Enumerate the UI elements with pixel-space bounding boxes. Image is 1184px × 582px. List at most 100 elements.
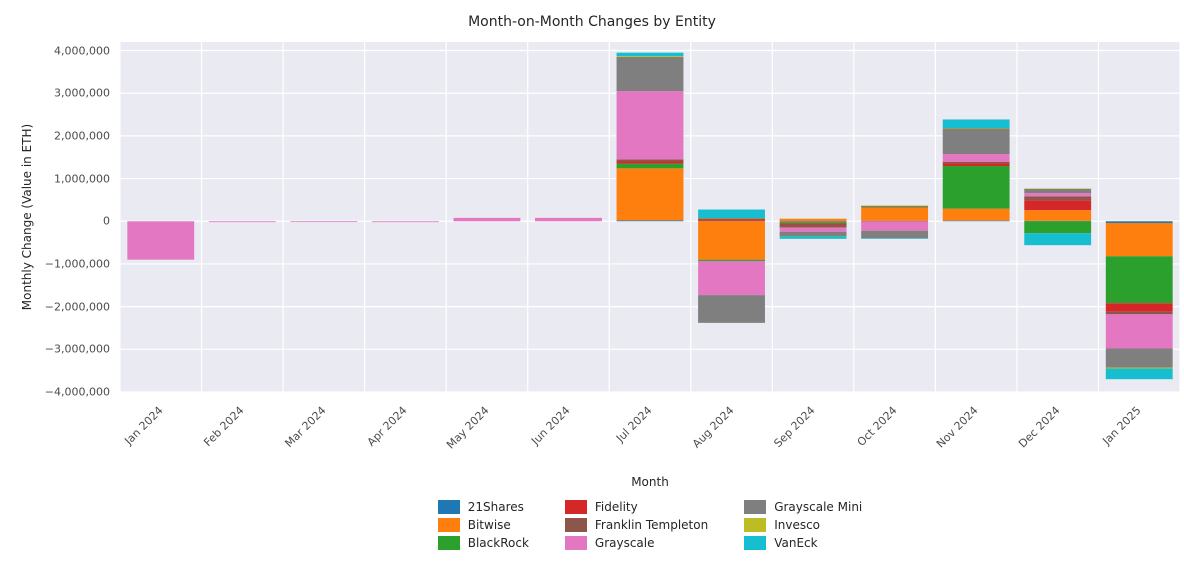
legend-item: Grayscale: [565, 536, 708, 550]
y-tick-label: 3,000,000: [0, 87, 110, 100]
x-tick-label: Oct 2024: [854, 404, 899, 449]
x-tick-label: Nov 2024: [934, 404, 981, 451]
bar-segment: [1024, 197, 1091, 201]
legend-item: 21Shares: [438, 500, 529, 514]
bar-segment: [1024, 193, 1091, 196]
legend-swatch: [565, 500, 587, 514]
bar-segment: [780, 221, 847, 222]
bar-segment: [617, 53, 684, 56]
bar-segment: [127, 221, 194, 259]
legend-swatch: [438, 518, 460, 532]
x-axis-label: Month: [120, 475, 1180, 489]
x-tick-label: Apr 2024: [365, 404, 410, 449]
bar-segment: [1024, 210, 1091, 221]
bar-segment: [290, 221, 357, 222]
bar-segment: [617, 168, 684, 220]
bar-segment: [943, 166, 1010, 209]
legend-label: Bitwise: [468, 518, 511, 532]
legend-swatch: [565, 536, 587, 550]
legend-label: Grayscale: [595, 536, 655, 550]
x-tick-label: Mar 2024: [282, 404, 328, 450]
bar-segment: [943, 128, 1010, 129]
bar-segment: [698, 295, 765, 323]
x-tick-label: Jan 2024: [122, 404, 165, 447]
bar-segment: [1024, 233, 1091, 245]
bar-segment: [861, 221, 928, 230]
bar-segment: [617, 159, 684, 161]
bar-segment: [780, 232, 847, 236]
x-tick-label: Sep 2024: [772, 404, 818, 450]
bar-segment: [943, 154, 1010, 162]
bar-segment: [1106, 221, 1173, 223]
x-tick-label: Dec 2024: [1016, 404, 1063, 451]
y-tick-label: 2,000,000: [0, 129, 110, 142]
bar-segment: [535, 218, 602, 221]
legend-swatch: [744, 518, 766, 532]
bar-segment: [1024, 189, 1091, 193]
chart-title: Month-on-Month Changes by Entity: [0, 14, 1184, 30]
bar-segment: [698, 210, 765, 219]
legend-label: 21Shares: [468, 500, 524, 514]
legend-item: Grayscale Mini: [744, 500, 862, 514]
bar-segment: [617, 57, 684, 91]
y-tick-label: −3,000,000: [0, 343, 110, 356]
bar-segment: [943, 163, 1010, 166]
bar-segment: [861, 238, 928, 239]
bar-segment: [780, 219, 847, 222]
plot-area: [120, 42, 1180, 392]
bar-segment: [1024, 221, 1091, 222]
bar-segment: [780, 227, 847, 231]
bar-segment: [780, 236, 847, 239]
y-tick-label: −2,000,000: [0, 300, 110, 313]
bar-segment: [1106, 368, 1173, 369]
bar-segment: [617, 220, 684, 221]
bar-segment: [698, 220, 765, 221]
bar-segment: [698, 221, 765, 259]
legend-item: Fidelity: [565, 500, 708, 514]
bar-segment: [453, 218, 520, 221]
bar-segment: [1106, 256, 1173, 303]
bar-segment: [1106, 303, 1173, 312]
bar-segment: [617, 56, 684, 57]
legend-swatch: [744, 536, 766, 550]
bar-segment: [943, 119, 1010, 128]
bar-segment: [943, 221, 1010, 222]
y-tick-label: −1,000,000: [0, 257, 110, 270]
legend: 21SharesBitwiseBlackRockFidelityFranklin…: [120, 500, 1180, 550]
bar-segment: [698, 260, 765, 261]
x-tick-label: Aug 2024: [689, 404, 736, 451]
x-tick-label: Jul 2024: [614, 404, 655, 445]
bar-segment: [209, 221, 276, 222]
bar-segment: [698, 261, 765, 295]
bar-segment: [617, 91, 684, 159]
legend-label: Fidelity: [595, 500, 638, 514]
bar-segment: [943, 128, 1010, 154]
bar-segment: [1024, 188, 1091, 189]
bar-segment: [861, 207, 928, 208]
x-tick-label: May 2024: [444, 404, 492, 452]
bar-segment: [372, 221, 439, 222]
bar-segment: [780, 224, 847, 227]
bar-segment: [1106, 223, 1173, 256]
legend-label: BlackRock: [468, 536, 529, 550]
legend-label: Grayscale Mini: [774, 500, 862, 514]
legend-item: BlackRock: [438, 536, 529, 550]
x-tick-label: Jan 2025: [1100, 404, 1143, 447]
legend-swatch: [565, 518, 587, 532]
x-tick-label: Jun 2024: [529, 404, 573, 448]
bar-segment: [861, 206, 928, 207]
bar-segment: [1024, 200, 1091, 210]
bar-segment: [1106, 369, 1173, 380]
bar-segment: [698, 218, 765, 219]
bar-segment: [698, 221, 765, 222]
y-tick-label: 0: [0, 215, 110, 228]
bar-segment: [943, 162, 1010, 164]
bar-segment: [1024, 221, 1091, 233]
bar-segment: [780, 222, 847, 223]
legend-swatch: [438, 500, 460, 514]
y-tick-label: 4,000,000: [0, 44, 110, 57]
x-tick-label: Feb 2024: [202, 404, 247, 449]
bar-segment: [861, 208, 928, 221]
legend-item: VanEck: [744, 536, 862, 550]
legend-item: Invesco: [744, 518, 862, 532]
